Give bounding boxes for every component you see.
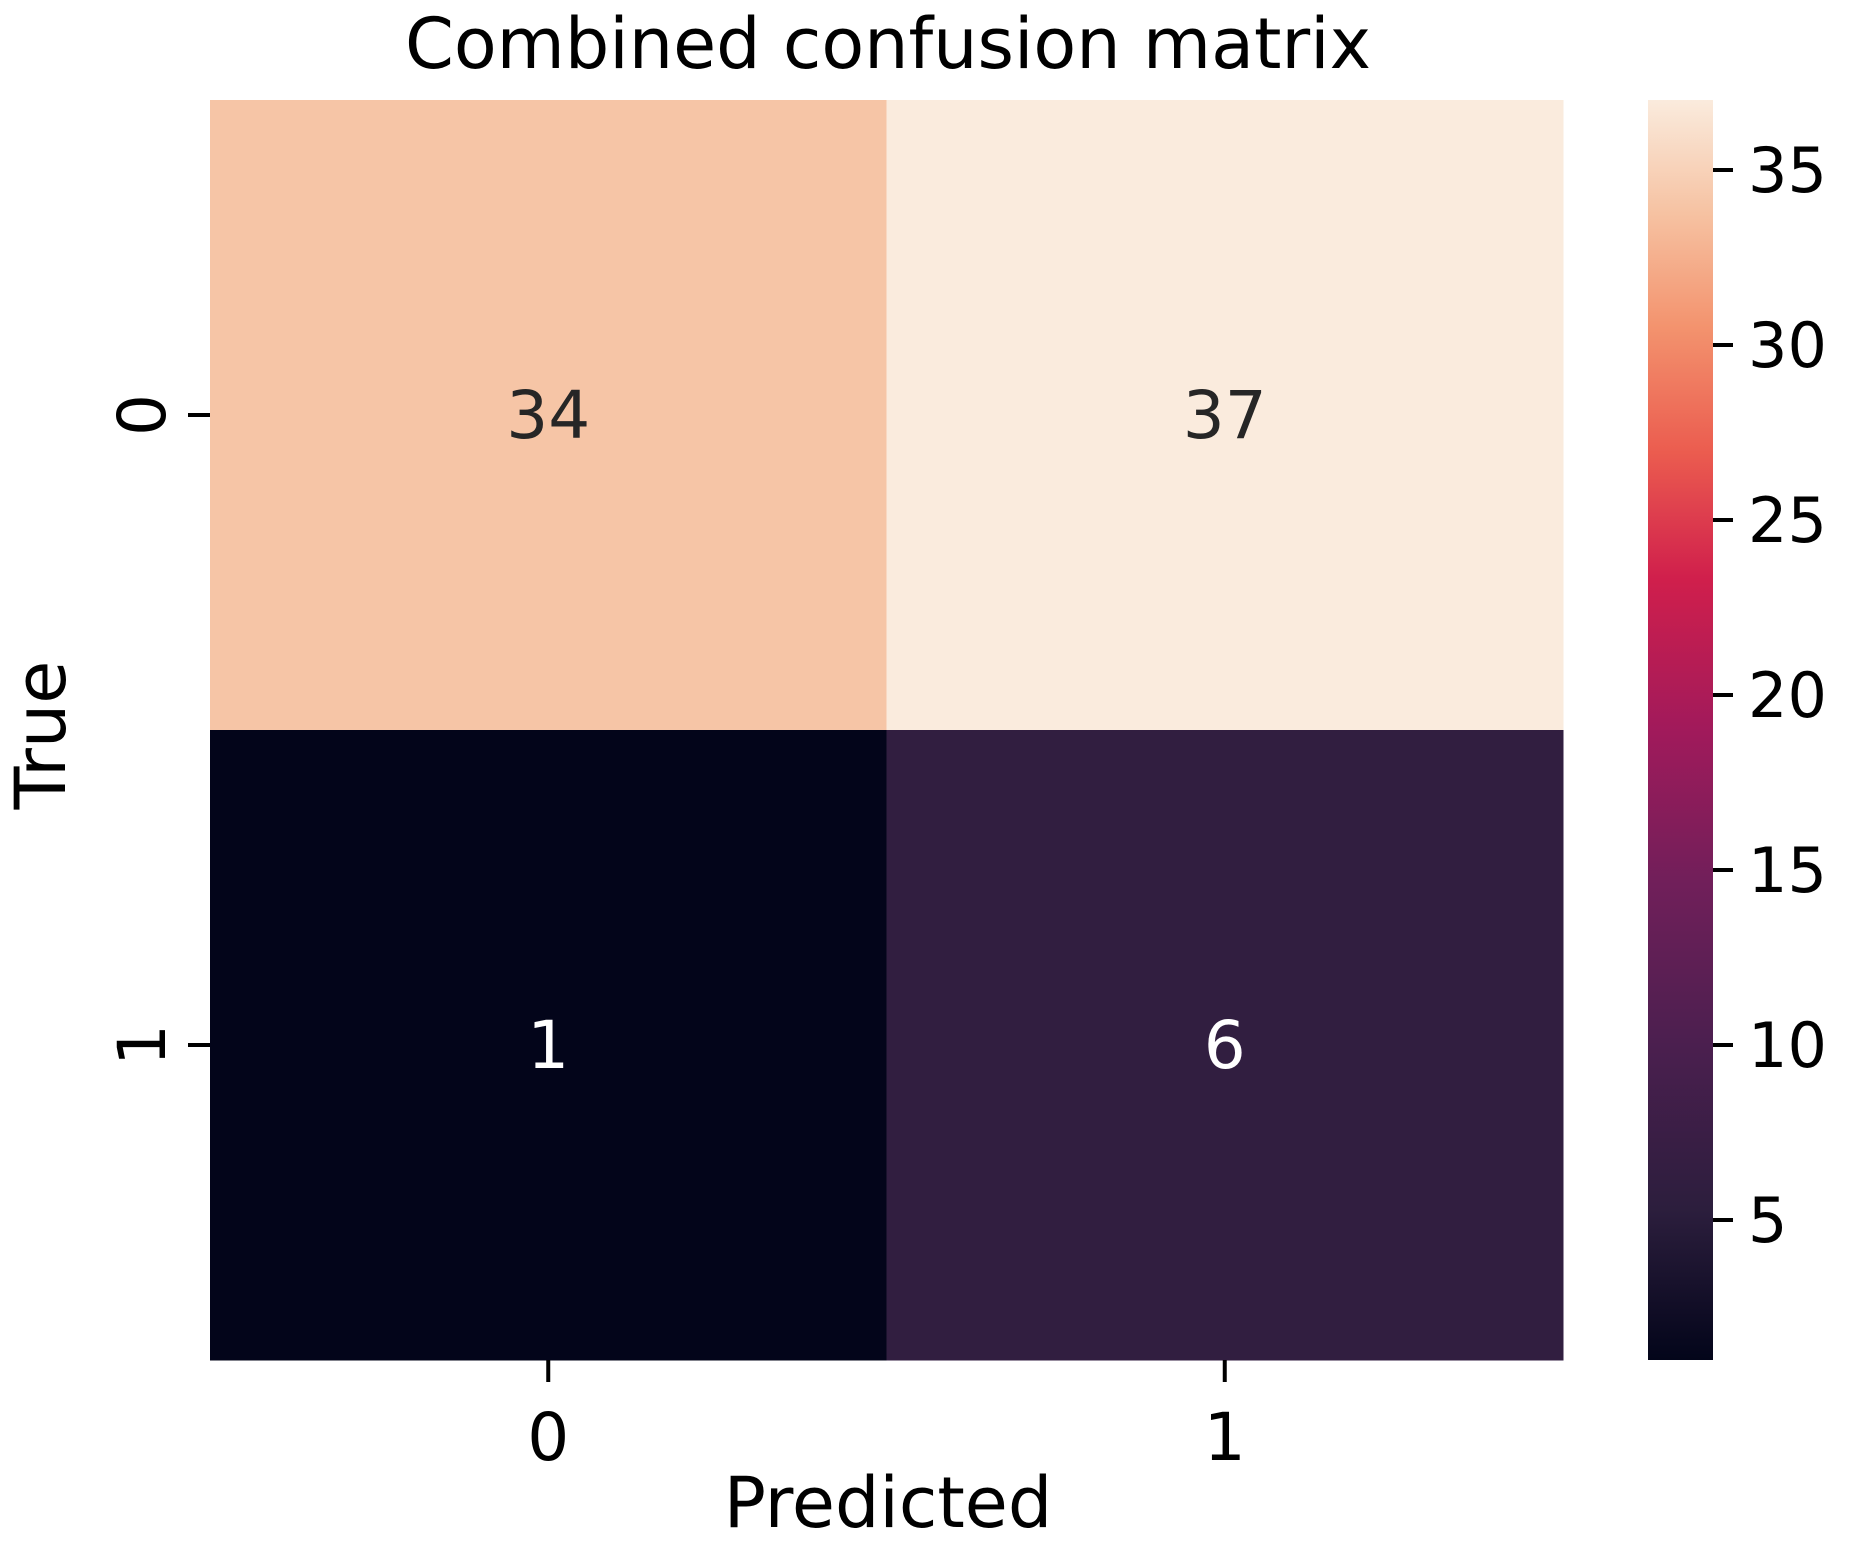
cell-value-r0-c1: 37 xyxy=(1183,377,1267,454)
cell-value-r0-c0: 34 xyxy=(506,377,590,454)
heatmap-cell-labels: 34 37 1 6 xyxy=(506,377,1266,1084)
cell-value-r1-c1: 6 xyxy=(1204,1007,1246,1084)
y-tick-label-0: 0 xyxy=(104,394,181,436)
heatmap-cells xyxy=(210,100,1564,1361)
cell-value-r1-c0: 1 xyxy=(527,1007,569,1084)
colorbar-tick-label-5: 5 xyxy=(1748,1184,1787,1257)
x-tick-label-1: 1 xyxy=(1204,1399,1246,1476)
colorbar-tick-label-10: 10 xyxy=(1748,1009,1827,1082)
y-axis-label: True xyxy=(0,661,82,811)
heatmap-cell-r1-c1 xyxy=(886,730,1564,1361)
colorbar-tick-label-20: 20 xyxy=(1748,659,1827,732)
colorbar-tick-label-25: 25 xyxy=(1748,484,1827,557)
y-axis-ticks: 01 xyxy=(104,394,210,1066)
chart-title: Combined confusion matrix xyxy=(405,3,1371,85)
colorbar-tick-label-35: 35 xyxy=(1748,134,1827,207)
y-tick-label-1: 1 xyxy=(104,1024,181,1066)
heatmap-cell-r0-c0 xyxy=(210,100,887,731)
heatmap-cell-r1-c0 xyxy=(210,730,887,1361)
colorbar-ticks: 5 10 15 20 25 30 35 xyxy=(1713,134,1827,1257)
colorbar-tick-label-30: 30 xyxy=(1748,309,1827,382)
colorbar-tick-label-15: 15 xyxy=(1748,834,1827,907)
heatmap-cell-r0-c1 xyxy=(886,100,1564,731)
colorbar xyxy=(1648,100,1713,1360)
x-tick-label-0: 0 xyxy=(527,1399,569,1476)
x-axis-label: Predicted xyxy=(724,1462,1053,1544)
